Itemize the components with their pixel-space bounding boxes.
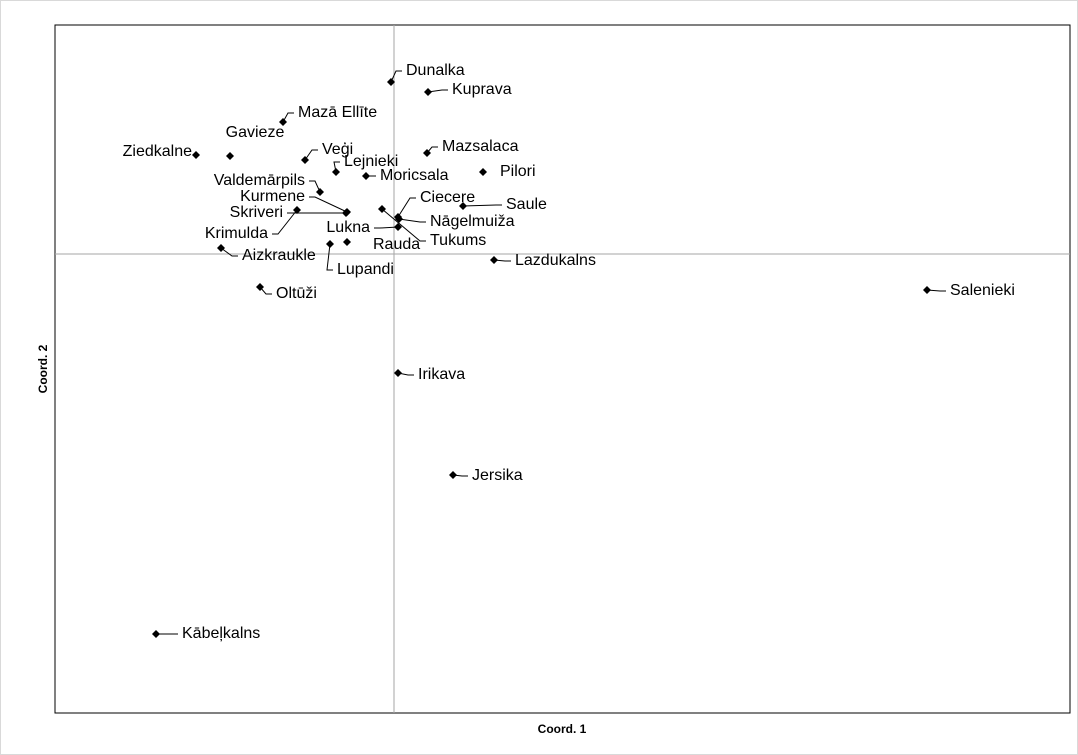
point [343, 238, 351, 246]
point [387, 78, 395, 86]
point-label: Jersika [472, 467, 523, 484]
point [362, 172, 370, 180]
point-label: Kābeļkalns [182, 625, 260, 642]
plot-frame [54, 24, 1071, 714]
point-label: Aizkraukle [242, 247, 316, 264]
point [326, 240, 334, 248]
point [490, 256, 498, 264]
point [378, 205, 386, 213]
leader-line [397, 197, 416, 218]
point [256, 283, 264, 291]
point-label: Lukna [326, 219, 370, 236]
point-label: Tukums [430, 232, 486, 249]
leader-line [309, 180, 321, 193]
point-label: Skriveri [230, 204, 283, 221]
point-label: Gavieze [226, 124, 285, 141]
point-label: Krimulda [205, 225, 268, 242]
point [316, 188, 324, 196]
point [152, 630, 160, 638]
point [479, 168, 487, 176]
point [301, 156, 309, 164]
leader-line [282, 112, 294, 123]
y-axis-label: Coord. 2 [36, 344, 50, 393]
point-label: Mazsalaca [442, 138, 519, 155]
point-label: Veģi [322, 140, 353, 158]
point [424, 88, 432, 96]
leader-line [398, 218, 426, 223]
point [394, 223, 402, 231]
point-label: Lejnieki [344, 153, 398, 170]
leader-line [926, 289, 946, 292]
x-axis-label: Coord. 1 [538, 722, 587, 736]
leader-line [326, 243, 333, 271]
point [293, 206, 301, 214]
point-label: Lazdukalns [515, 252, 596, 269]
point-label: Valdemārpils [214, 172, 305, 189]
leader-line [220, 247, 238, 257]
leader-line [259, 286, 272, 295]
point-label: Saule [506, 196, 547, 213]
point-label: Irikava [418, 366, 465, 383]
point [342, 209, 350, 217]
leader-line [374, 226, 399, 229]
leader-line [381, 208, 426, 242]
point-label: Mazā Ellīte [298, 104, 377, 121]
point [923, 286, 931, 294]
point-label: Kuprava [452, 81, 512, 98]
point-label: Pilori [500, 163, 536, 180]
leader-line [272, 209, 298, 235]
point-label: Kurmene [240, 188, 305, 205]
leader-line [462, 204, 502, 207]
point [332, 168, 340, 176]
point [192, 151, 200, 159]
point [449, 471, 457, 479]
point [423, 149, 431, 157]
point-label: Moricsala [380, 167, 449, 184]
leader-line [427, 89, 448, 93]
point-label: Rauda [373, 236, 420, 253]
point-label: Salenieki [950, 282, 1015, 299]
leader-line [309, 196, 348, 213]
point [394, 369, 402, 377]
point-label: Ziedkalne [123, 143, 192, 160]
point-label: Lupandi [337, 261, 394, 278]
leader-line [390, 70, 402, 83]
point [279, 118, 287, 126]
leader-line [304, 149, 318, 161]
point [226, 152, 234, 160]
point [459, 202, 467, 210]
point-label: Ciecere [420, 189, 475, 206]
point-label: Nāgelmuiža [430, 213, 515, 230]
point-label: Oltūži [276, 285, 317, 302]
point [217, 244, 225, 252]
point-label: Dunalka [406, 62, 465, 79]
